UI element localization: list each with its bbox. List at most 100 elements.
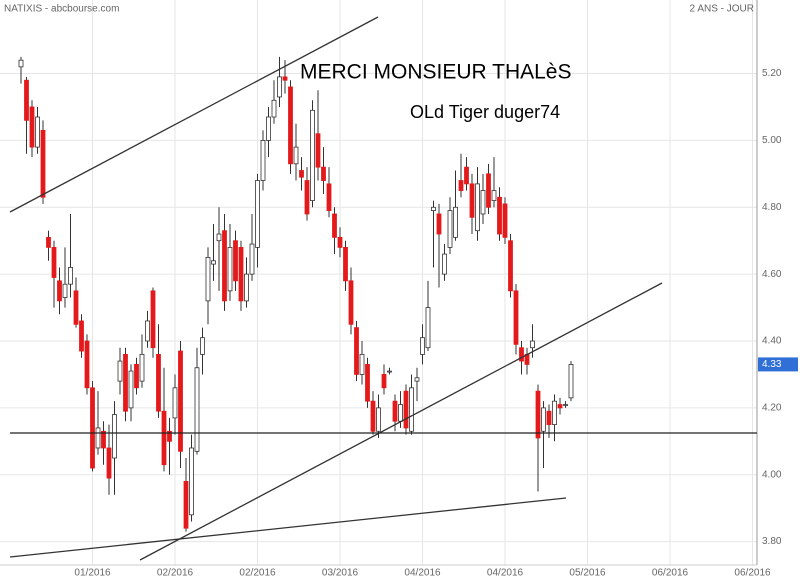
- candle-body: [475, 183, 480, 232]
- candle-body: [84, 340, 90, 389]
- candle-body: [420, 337, 425, 355]
- candle-body: [431, 206, 436, 212]
- last-price-box: [758, 357, 798, 372]
- candle-body: [244, 273, 249, 302]
- candle-body: [205, 257, 211, 302]
- candle-body: [354, 327, 359, 375]
- candle-body: [79, 320, 84, 352]
- candle-body: [425, 307, 431, 349]
- x-tick-label: 06/2016: [652, 568, 689, 579]
- x-tick-label: 03/2016: [322, 568, 359, 579]
- trend-line: [139, 282, 663, 561]
- trend-line: [9, 16, 379, 213]
- candle-body: [398, 404, 403, 422]
- candle-body: [200, 337, 205, 355]
- y-tick-label: 4.40: [762, 336, 782, 347]
- candle-body: [57, 280, 62, 302]
- candle-body: [73, 290, 79, 325]
- candle-body: [310, 109, 315, 201]
- y-tick-label: 4.80: [762, 202, 782, 213]
- candle-body: [563, 404, 568, 406]
- candle-body: [172, 387, 178, 419]
- candle-body: [486, 173, 491, 208]
- candle-body: [178, 350, 183, 452]
- candle-body: [497, 196, 502, 235]
- candles: [18, 56, 574, 532]
- candle-body: [491, 190, 497, 201]
- candle-body: [381, 374, 387, 389]
- candle-body: [35, 116, 40, 148]
- candle-body: [447, 210, 453, 248]
- x-tick-label: 04/2016: [404, 568, 441, 579]
- candle-body: [90, 387, 95, 469]
- y-tick-label: 5.20: [762, 68, 782, 79]
- candle-body: [68, 267, 73, 285]
- x-tick-label: 01/2016: [74, 568, 111, 579]
- candle-body: [288, 86, 293, 165]
- candle-body: [266, 116, 271, 141]
- candle-body: [134, 364, 139, 389]
- candle-body: [458, 180, 464, 191]
- candle-body: [332, 213, 337, 238]
- candle-body: [530, 340, 535, 349]
- candle-body: [249, 243, 255, 275]
- candle-body: [24, 79, 29, 121]
- candle-body: [304, 180, 310, 215]
- candle-body: [167, 430, 172, 442]
- candle-body: [370, 400, 376, 432]
- trend-line: [9, 497, 567, 558]
- candle-body: [403, 390, 409, 429]
- candle-body: [227, 246, 233, 292]
- candle-body: [359, 353, 365, 375]
- candle-body: [189, 447, 194, 516]
- candle-body: [392, 400, 398, 422]
- last-price-label: 4.33: [762, 359, 782, 370]
- candle-body: [216, 233, 222, 242]
- candle-body: [343, 246, 348, 282]
- header-left: NATIXIS - abcbourse.com: [4, 4, 119, 15]
- candle-body: [123, 353, 128, 412]
- y-tick-label: 4.20: [762, 403, 782, 414]
- candle-body: [293, 146, 299, 165]
- y-tick-label: 5.00: [762, 135, 782, 146]
- candle-body: [145, 320, 150, 342]
- candle-body: [315, 133, 321, 168]
- y-tick-label: 4.00: [762, 469, 782, 480]
- candle-body: [238, 246, 244, 302]
- candle-body: [568, 364, 574, 399]
- candle-body: [376, 407, 381, 432]
- y-tick-label: 3.80: [762, 536, 782, 547]
- x-tick-label: 04/2016: [487, 568, 524, 579]
- candle-body: [277, 76, 282, 98]
- candle-body: [299, 170, 304, 178]
- candle-body: [183, 481, 189, 529]
- candle-body: [106, 447, 112, 479]
- candle-body: [112, 414, 117, 459]
- candle-body: [464, 166, 469, 185]
- candle-body: [546, 410, 552, 425]
- grid: [0, 0, 757, 565]
- candle-body: [62, 283, 68, 298]
- y-tick-label: 4.60: [762, 269, 782, 280]
- candle-body: [95, 427, 101, 449]
- candle-body: [255, 180, 260, 248]
- last-price: 4.33: [758, 357, 798, 372]
- candle-body: [365, 364, 370, 402]
- candle-body: [535, 390, 541, 439]
- candle-body: [513, 290, 519, 345]
- candle-body: [453, 206, 458, 238]
- candle-body: [101, 430, 106, 449]
- candle-body: [150, 290, 156, 349]
- candle-body: [161, 410, 167, 466]
- candle-body: [480, 190, 486, 215]
- candle-body: [469, 183, 475, 218]
- candle-body: [211, 260, 216, 265]
- candle-body: [436, 213, 442, 235]
- candle-body: [326, 183, 332, 212]
- candle-body: [409, 387, 414, 432]
- candle-body: [233, 240, 238, 282]
- candle-body: [414, 377, 420, 382]
- candle-body: [117, 360, 123, 382]
